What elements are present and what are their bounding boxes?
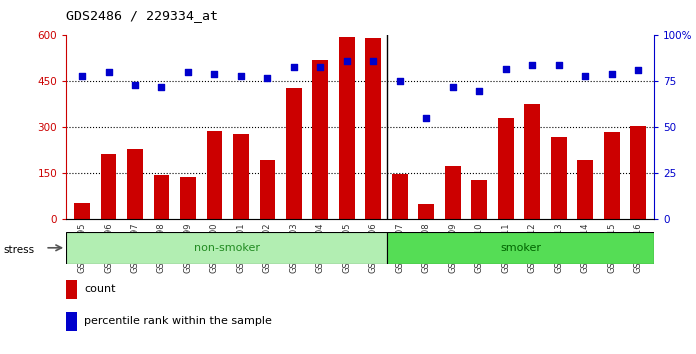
Bar [233, 133, 249, 219]
Point [421, 115, 432, 121]
Bar [578, 160, 593, 219]
Bar [604, 132, 620, 219]
Point [500, 66, 512, 72]
Point [288, 64, 299, 69]
Bar [631, 126, 647, 219]
Bar [418, 204, 434, 219]
Point [262, 75, 273, 81]
Bar [207, 131, 223, 219]
Point [341, 58, 352, 64]
Bar [524, 104, 540, 219]
Point [156, 84, 167, 90]
Text: GDS2486 / 229334_at: GDS2486 / 229334_at [66, 9, 218, 22]
Bar [392, 174, 408, 219]
Point [77, 73, 88, 79]
Bar [471, 179, 487, 219]
Text: percentile rank within the sample: percentile rank within the sample [84, 316, 272, 326]
Point [474, 88, 485, 93]
Text: stress: stress [3, 245, 35, 255]
Point [368, 58, 379, 64]
Point [182, 69, 193, 75]
Bar [365, 39, 381, 219]
Point [553, 62, 564, 68]
Point [235, 73, 246, 79]
Bar [127, 149, 143, 219]
Point [129, 82, 141, 88]
Bar [387, 232, 654, 264]
Bar [260, 160, 276, 219]
Point [315, 64, 326, 69]
Bar [74, 202, 90, 219]
Point [580, 73, 591, 79]
Text: smoker: smoker [500, 243, 541, 253]
Bar [66, 232, 387, 264]
Point [527, 62, 538, 68]
Point [606, 71, 617, 77]
Bar [180, 177, 196, 219]
Bar [551, 137, 567, 219]
Point [395, 79, 406, 84]
Text: non-smoker: non-smoker [193, 243, 260, 253]
Bar [313, 60, 329, 219]
Text: count: count [84, 284, 116, 295]
Bar [445, 166, 461, 219]
Bar [339, 37, 355, 219]
Point [633, 68, 644, 73]
Bar [154, 175, 169, 219]
Bar [286, 87, 302, 219]
Bar [100, 154, 116, 219]
Point [209, 71, 220, 77]
Bar [498, 118, 514, 219]
Point [448, 84, 459, 90]
Point [103, 69, 114, 75]
